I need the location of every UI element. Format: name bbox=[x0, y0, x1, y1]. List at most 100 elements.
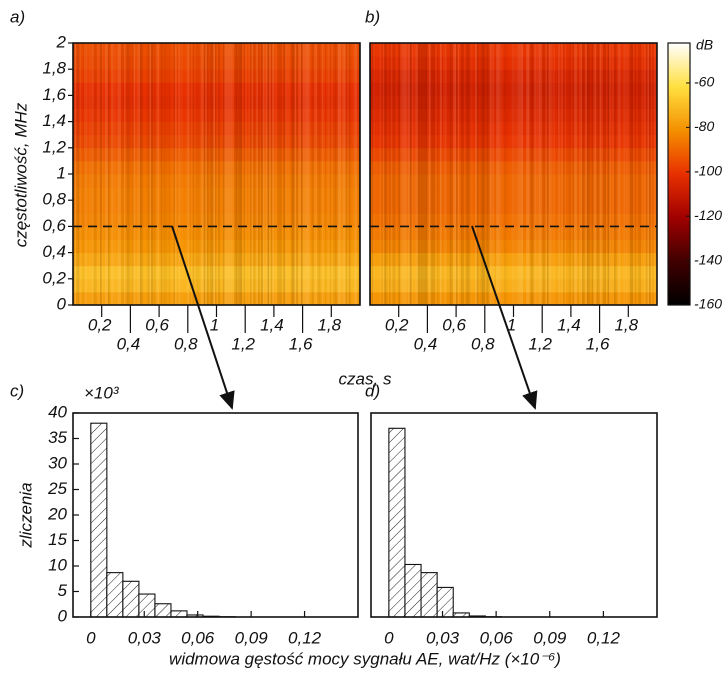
heat-cell bbox=[73, 213, 360, 227]
texture bbox=[422, 43, 425, 305]
texture bbox=[160, 43, 163, 305]
heat-cell bbox=[370, 265, 657, 280]
heat-cell bbox=[73, 134, 360, 149]
texture bbox=[238, 43, 241, 305]
y-axis-label: częstotliwość, MHz bbox=[11, 102, 30, 247]
y-tick-label: 0,4 bbox=[42, 242, 66, 261]
texture bbox=[400, 43, 402, 305]
texture bbox=[515, 43, 517, 305]
texture bbox=[631, 43, 634, 305]
texture bbox=[425, 43, 428, 305]
heat-cell bbox=[73, 43, 360, 57]
texture bbox=[328, 43, 330, 305]
texture bbox=[334, 43, 337, 305]
texture bbox=[561, 43, 563, 305]
texture bbox=[375, 43, 377, 305]
texture bbox=[307, 43, 309, 305]
texture bbox=[601, 43, 603, 305]
texture bbox=[532, 43, 535, 305]
texture bbox=[552, 43, 554, 305]
texture bbox=[249, 43, 252, 305]
texture bbox=[596, 43, 599, 305]
x-tick-label: 0,12 bbox=[587, 628, 621, 647]
y-tick-label: 5 bbox=[58, 581, 68, 600]
texture bbox=[588, 43, 591, 305]
texture bbox=[615, 43, 618, 305]
texture bbox=[625, 43, 627, 305]
texture bbox=[405, 43, 407, 305]
texture bbox=[278, 43, 281, 305]
heat-cell bbox=[370, 174, 657, 188]
texture bbox=[558, 43, 560, 305]
texture bbox=[178, 43, 180, 305]
texture bbox=[320, 43, 322, 305]
texture bbox=[348, 43, 351, 305]
texture bbox=[291, 43, 294, 305]
texture bbox=[280, 43, 282, 305]
texture bbox=[641, 43, 643, 305]
texture bbox=[428, 43, 431, 305]
texture bbox=[277, 43, 279, 305]
texture bbox=[474, 43, 476, 305]
texture bbox=[611, 43, 613, 305]
texture bbox=[451, 43, 453, 305]
texture bbox=[341, 43, 343, 305]
texture bbox=[489, 43, 492, 305]
texture bbox=[146, 43, 148, 305]
texture bbox=[503, 43, 506, 305]
texture bbox=[305, 43, 308, 305]
heat-cell bbox=[73, 252, 360, 267]
texture bbox=[628, 43, 630, 305]
texture bbox=[135, 43, 137, 305]
texture bbox=[203, 43, 206, 305]
heat-cell bbox=[73, 56, 360, 70]
texture bbox=[553, 43, 555, 305]
x-tick-label: 0 bbox=[384, 628, 394, 647]
texture bbox=[529, 43, 532, 305]
x-tick-label: 1,2 bbox=[231, 334, 255, 353]
texture bbox=[317, 43, 319, 305]
y-tick-label: 2 bbox=[56, 32, 67, 51]
x-tick-label: 0,03 bbox=[128, 628, 162, 647]
y-tick-label: 0,6 bbox=[42, 216, 66, 235]
texture bbox=[224, 43, 227, 305]
texture bbox=[318, 43, 321, 305]
texture bbox=[462, 43, 465, 305]
texture bbox=[283, 43, 286, 305]
texture bbox=[617, 43, 619, 305]
x-tick-label: 0,6 bbox=[145, 315, 169, 334]
y-tick-label: 1,6 bbox=[42, 85, 66, 104]
texture bbox=[486, 43, 488, 305]
panel-label: a) bbox=[10, 7, 25, 26]
texture bbox=[81, 43, 83, 305]
texture bbox=[449, 43, 452, 305]
texture bbox=[443, 43, 445, 305]
x-tick-label: 0,06 bbox=[480, 628, 514, 647]
texture bbox=[214, 43, 217, 305]
texture bbox=[537, 43, 540, 305]
texture bbox=[190, 43, 193, 305]
x-tick-label: 0,6 bbox=[442, 315, 466, 334]
texture bbox=[256, 43, 258, 305]
x-tick-label: 0,12 bbox=[288, 628, 322, 647]
texture bbox=[575, 43, 578, 305]
texture bbox=[598, 43, 600, 305]
texture bbox=[95, 43, 97, 305]
texture bbox=[91, 43, 93, 305]
texture bbox=[421, 43, 423, 305]
y-tick-label: 10 bbox=[48, 555, 67, 574]
texture bbox=[357, 43, 359, 305]
texture bbox=[149, 43, 152, 305]
arrow bbox=[471, 225, 538, 410]
texture bbox=[543, 43, 546, 305]
texture bbox=[562, 43, 565, 305]
x-tick-label: 0 bbox=[86, 628, 96, 647]
texture bbox=[345, 43, 348, 305]
texture bbox=[270, 43, 273, 305]
texture bbox=[384, 43, 386, 305]
texture bbox=[167, 43, 169, 305]
texture bbox=[299, 43, 302, 305]
texture bbox=[296, 43, 298, 305]
texture bbox=[456, 43, 458, 305]
texture bbox=[127, 43, 129, 305]
